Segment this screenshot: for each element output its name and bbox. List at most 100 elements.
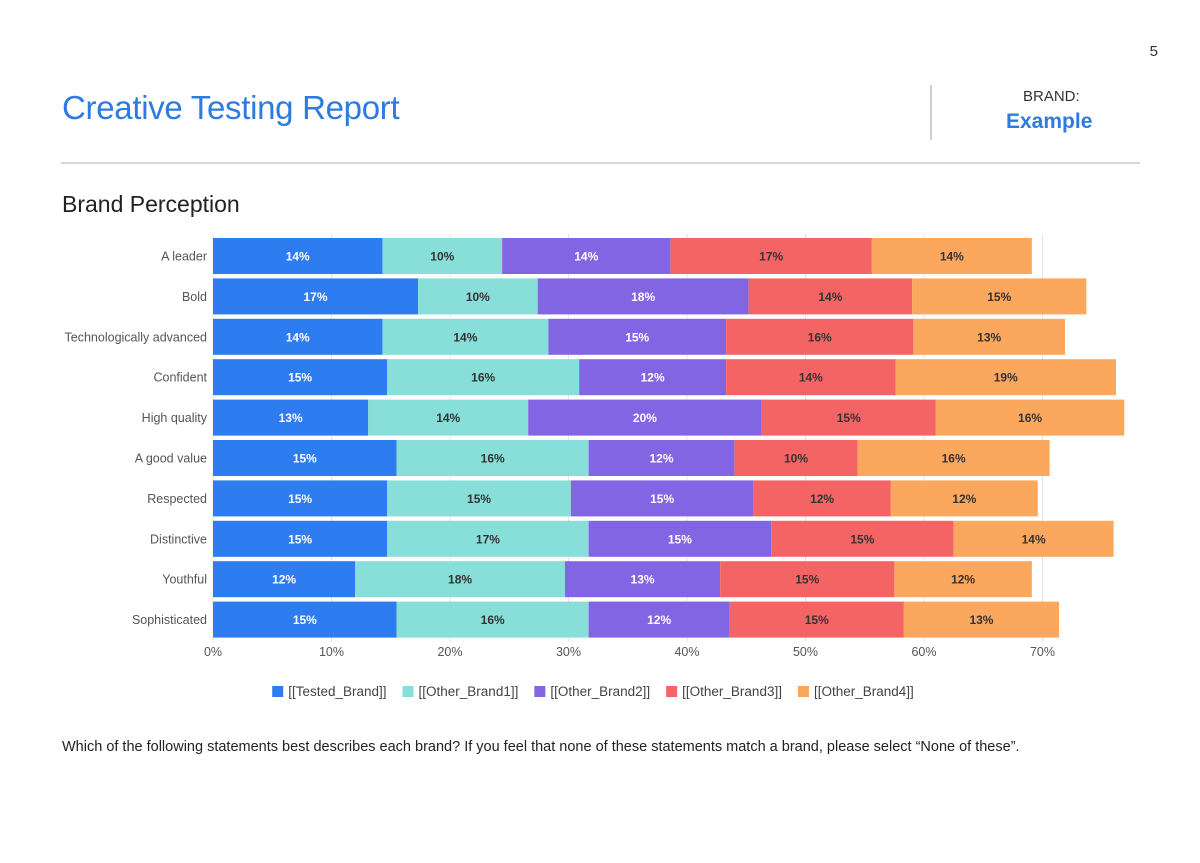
bar-segment [528,399,762,436]
bar-segment [382,318,549,355]
data-label: 16% [471,371,495,385]
section-title: Brand Perception [62,191,240,217]
data-label: 15% [467,492,491,506]
page-number: 5 [1149,43,1158,60]
bar-segment [537,278,749,315]
data-label: 20% [633,411,657,425]
bar-segment [588,520,772,557]
x-tick-label: 0% [204,645,222,659]
bar-segment [213,520,388,557]
y-category-label: Confident [153,371,207,385]
data-label: 16% [942,452,966,466]
bar-segment [871,238,1032,274]
legend-swatch [797,686,809,697]
data-label: 15% [288,532,312,546]
x-tick-label: 50% [793,645,818,659]
bar-segment [355,561,565,598]
y-category-label: A leader [161,250,207,264]
data-label: 15% [288,492,312,506]
bar-segment [368,399,529,436]
legend-swatch [272,686,284,697]
legend-label: [[Other_Brand1]] [419,684,519,699]
y-category-label: Respected [147,492,207,506]
data-label: 14% [286,330,310,344]
bar-segment [213,601,397,638]
data-label: 16% [481,613,505,627]
x-tick-label: 30% [556,645,581,659]
bar-segment [726,359,896,396]
data-label: 15% [625,330,649,344]
x-tick-label: 20% [437,645,462,659]
bar-segment [857,440,1050,476]
bar-segment [720,561,895,598]
bar-segment [213,278,419,315]
bar-segment [912,278,1087,315]
bar-segment [734,440,858,476]
data-label: 18% [448,573,472,587]
bar-segment [213,238,383,274]
data-label: 13% [969,613,993,627]
bar-segment [935,399,1125,436]
data-label: 14% [799,371,823,385]
bar-segment [213,399,369,436]
bar-segment [890,480,1038,517]
data-label: 15% [805,613,829,627]
bar-segment [418,278,538,315]
data-label: 13% [279,411,303,425]
data-label: 14% [453,330,477,344]
x-tick-label: 70% [1030,645,1055,659]
data-label: 15% [293,452,317,466]
data-label: 14% [574,250,598,264]
y-category-label: Youthful [162,573,207,587]
brand-value: Example [1006,110,1093,133]
bar-segment [913,318,1066,355]
y-category-label: Sophisticated [132,613,207,627]
data-label: 13% [977,330,1001,344]
bar-segment [588,440,735,476]
bar-segment [903,601,1060,638]
data-label: 15% [650,492,674,506]
bar-segment [748,278,913,315]
data-label: 14% [1022,532,1046,546]
brand-label: BRAND: [1023,88,1080,105]
bar-segment [213,318,383,355]
data-label: 15% [288,371,312,385]
brand-perception-chart: 0% 10% 20% 30% 40% 50% 60% 70% A leader 14% 10% 14%… [65,234,1125,699]
data-label: 10% [784,452,808,466]
legend-label: [[Tested_Brand]] [288,684,386,699]
data-label: 12% [951,573,975,587]
data-label: 16% [808,330,832,344]
bar-segment [564,561,721,598]
data-label: 17% [476,532,500,546]
data-label: 12% [641,371,665,385]
data-label: 12% [650,452,674,466]
bar-segment [396,601,589,638]
y-category-label: Distinctive [150,532,207,546]
data-label: 14% [818,290,842,304]
bar-segment [894,561,1032,598]
data-label: 13% [631,573,655,587]
bar-segment [396,440,589,476]
bar-segment [387,480,571,517]
bar-segment [729,601,904,638]
bar-segment [579,359,727,396]
x-tick-label: 60% [911,645,936,659]
data-label: 16% [1018,411,1042,425]
bar-segment [502,238,671,274]
data-label: 15% [795,573,819,587]
bar-segment [953,520,1114,557]
x-tick-label: 40% [674,645,699,659]
bar-segment [761,399,936,436]
y-category-label: High quality [142,411,208,425]
data-label: 14% [436,411,460,425]
bar-segment [213,440,397,476]
bar-segment [771,520,954,557]
bar-segment [670,238,872,274]
header-rule [61,162,1140,164]
legend-label: [[Other_Brand3]] [682,684,782,699]
bar-segment [213,359,388,396]
report-title: Creative Testing Report [62,89,400,126]
bar-segment [387,520,589,557]
data-label: 15% [668,532,692,546]
bar-segment [213,480,388,517]
